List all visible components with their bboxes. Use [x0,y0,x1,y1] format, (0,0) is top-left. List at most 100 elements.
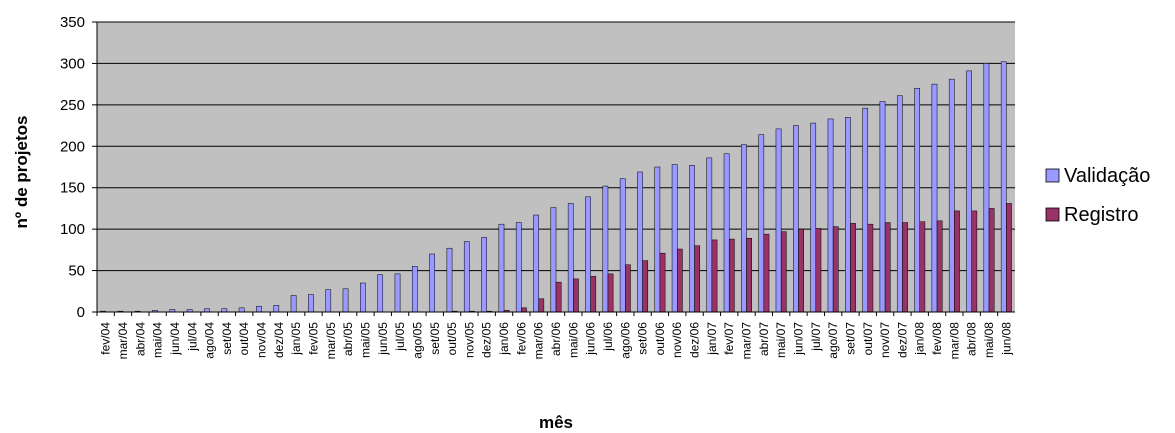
bar-validacao [827,118,834,313]
y-tick-label: 0 [77,304,85,321]
bar-registro [919,221,926,313]
y-tick-label: 200 [60,138,85,155]
x-tick-label: fev/04 [99,322,113,355]
legend: Validação Registro [1045,165,1150,226]
bar-registro [694,245,701,313]
bar-registro [798,228,804,313]
y-tick-label: 250 [60,97,85,114]
bar-validacao [342,288,349,313]
x-axis-title: mês [539,413,573,432]
bar-validacao [515,222,522,313]
x-tick-label: jan/06 [497,322,511,356]
bar-registro [832,226,839,313]
bar-validacao [775,128,782,313]
x-tick-label: mai/05 [358,322,372,358]
x-tick-label: nov/04 [255,322,269,358]
x-tick-label: mai/07 [774,322,788,358]
bar-registro [884,222,891,313]
bar-registro [746,238,752,313]
x-tick-label: jun/08 [999,322,1013,356]
x-tick-label: out/04 [237,322,251,356]
x-tick-label: ago/05 [410,322,424,359]
x-tick-label: mar/08 [947,322,961,360]
bar-validacao [308,294,314,313]
bar-validacao [810,122,817,313]
x-tick-label: abr/05 [341,322,355,356]
bar-registro [954,210,960,313]
bar-validacao [498,223,505,313]
bar-validacao [481,237,487,313]
bar-registro [988,208,995,313]
bar-validacao [914,88,920,313]
x-tick-label: ago/06 [618,322,632,359]
bar-registro [971,210,978,313]
bar-validacao [845,117,851,313]
x-tick-label: abr/07 [757,322,771,356]
bar-validacao [689,165,695,313]
bar-validacao [238,307,245,313]
x-tick-label: fev/08 [930,322,944,355]
x-tick-label: nov/06 [670,322,684,358]
x-tick-label: ago/04 [203,322,217,359]
x-tick-label: mar/04 [116,322,130,360]
bar-validacao [446,247,453,313]
x-tick-label: dez/04 [272,322,286,358]
axes [96,22,1015,313]
x-tick-label: set/05 [428,322,442,355]
x-tick-label: dez/06 [688,322,702,358]
x-tick-label: jul/06 [601,322,615,352]
bar-validacao [463,241,470,313]
x-tick-label: abr/08 [965,322,979,356]
x-tick-label: nov/07 [878,322,892,358]
bar-registro [850,223,856,313]
bar-validacao [671,164,678,313]
legend-swatch-validacao [1045,168,1060,183]
x-tick-label: out/06 [653,322,667,356]
bar-registro [676,248,683,313]
bar-validacao [619,178,626,313]
x-tick-label: dez/07 [895,322,909,358]
bar-registro [573,278,579,313]
bar-validacao [585,196,591,313]
bar-registro [590,276,597,313]
bar-registro [555,281,562,313]
bar-validacao [637,171,643,313]
bar-validacao [411,266,418,313]
bar-validacao [290,295,297,313]
x-tick-label: mai/08 [982,322,996,358]
bar-validacao [256,305,262,313]
bar-registro [867,223,874,313]
bar-registro [728,238,735,313]
x-tick-label: set/04 [220,322,234,355]
y-tick-label: 100 [60,221,85,238]
bar-validacao [377,274,384,313]
y-axis-title: nº de projetos [12,116,31,229]
legend-swatch-registro [1045,207,1060,222]
bar-validacao [550,207,557,313]
bar-validacao [429,253,436,313]
bar-validacao [394,273,401,313]
x-tick-label: mar/05 [324,322,338,360]
bar-validacao [706,157,713,313]
x-tick-label: jun/06 [584,322,598,356]
bar-registro [711,239,718,313]
bar-registro [625,264,631,313]
y-tick-label: 50 [68,263,85,280]
bar-validacao [1000,61,1007,313]
x-tick-label: fev/05 [307,322,321,355]
bar-validacao [654,166,661,313]
x-tick-label: jul/05 [393,322,407,352]
bar-validacao [325,289,332,313]
bar-validacao [948,78,955,313]
x-tick-label: out/07 [861,322,875,356]
x-tick-label: set/06 [636,322,650,355]
bar-registro [521,307,527,313]
bar-validacao [273,305,280,313]
bar-validacao [533,214,539,313]
legend-label-registro: Registro [1064,204,1138,226]
bar-validacao [602,185,609,313]
bar-validacao [793,125,799,313]
bar-registro [902,222,908,313]
x-tick-label: dez/05 [480,322,494,358]
